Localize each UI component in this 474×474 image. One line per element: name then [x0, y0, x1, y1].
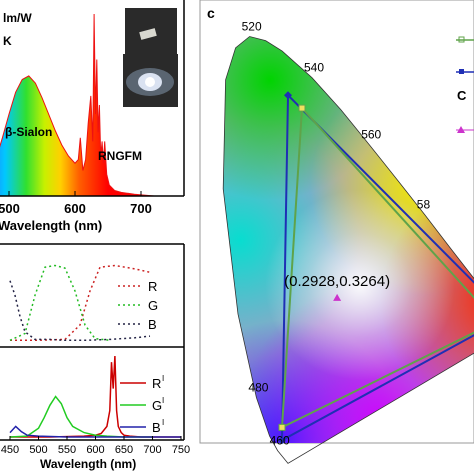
filter-legend-label: R — [148, 279, 157, 294]
x-tick-label-top: 700 — [130, 201, 152, 216]
filtered-legend-label: G — [152, 398, 162, 413]
wavelength-label: 540 — [304, 61, 324, 75]
spectrum-line — [0, 13, 174, 197]
x-tick-label-bottom: 700 — [143, 444, 161, 456]
x-tick-label-bottom: 750 — [172, 444, 190, 456]
filter-series-g — [9, 264, 111, 342]
gamut-vertex-marker — [278, 423, 286, 431]
filtered-spectra-panel: R IG IB I 450 500 550 600 650 700 750 Wavelength … — [0, 355, 190, 471]
annotation-rngfm: RNGFM — [98, 149, 142, 163]
filter-panel: RGB — [0, 243, 185, 440]
white-point-marker — [333, 293, 342, 301]
gamut-triangle — [280, 92, 474, 443]
filtered-legend-superscript: I — [162, 396, 164, 405]
white-point-label: (0.2928,0.3264) — [284, 273, 390, 290]
x-tick-label-top: 500 — [0, 201, 20, 216]
panel-label-c: c — [207, 5, 215, 21]
cie-panel: c 520 540 560 58 480 460 (0.2928,0.3264) C — [199, 0, 474, 464]
x-tick-label-bottom: 500 — [29, 444, 47, 456]
x-tick-label-bottom: 550 — [58, 444, 76, 456]
x-tick-label-bottom: 600 — [86, 444, 104, 456]
spectrum-panel: 500 600 700 lm/W K β-Sialon RNGFM Waveleng… — [0, 0, 185, 233]
cie-legend-fragment: C — [456, 36, 474, 133]
filtered-legend-label: R — [152, 376, 161, 391]
x-axis-label-bottom: Wavelength (nm) — [40, 457, 136, 471]
wavelength-label: 480 — [248, 381, 268, 395]
wavelength-label: 520 — [242, 19, 262, 33]
filter-legend-label: B — [148, 317, 157, 332]
filtered-legend-label: B — [152, 420, 161, 435]
filter-legend-label: G — [148, 298, 158, 313]
x-tick-label-top: 600 — [64, 201, 86, 216]
led-photo-off — [125, 8, 177, 54]
annotation-beta-sialon: β-Sialon — [5, 125, 52, 139]
led-photo-on — [123, 54, 178, 107]
filter-series-b — [9, 280, 151, 342]
gamut-vertex-marker — [284, 91, 292, 100]
gamut-triangle — [280, 105, 474, 430]
filtered-legend-superscript: I — [162, 374, 164, 383]
wavelength-label: 58 — [417, 198, 431, 212]
panel-label-efficacy: lm/W — [3, 11, 32, 25]
filter-series-r — [10, 264, 151, 342]
panel-label-cct: K — [3, 34, 12, 48]
filtered-series-g — [9, 395, 153, 438]
wavelength-label: 560 — [361, 128, 381, 142]
x-tick-label-bottom: 650 — [115, 444, 133, 456]
filtered-legend-superscript: I — [162, 418, 164, 427]
svg-text:C: C — [457, 88, 467, 103]
wavelength-label: 460 — [270, 434, 290, 448]
x-axis-label-top: Wavelength (nm) — [0, 218, 102, 233]
gamut-vertex-marker — [298, 104, 306, 112]
spectral-locus — [222, 36, 474, 464]
x-tick-label-bottom: 450 — [1, 444, 19, 456]
gamut-vertex-marker — [278, 436, 286, 445]
